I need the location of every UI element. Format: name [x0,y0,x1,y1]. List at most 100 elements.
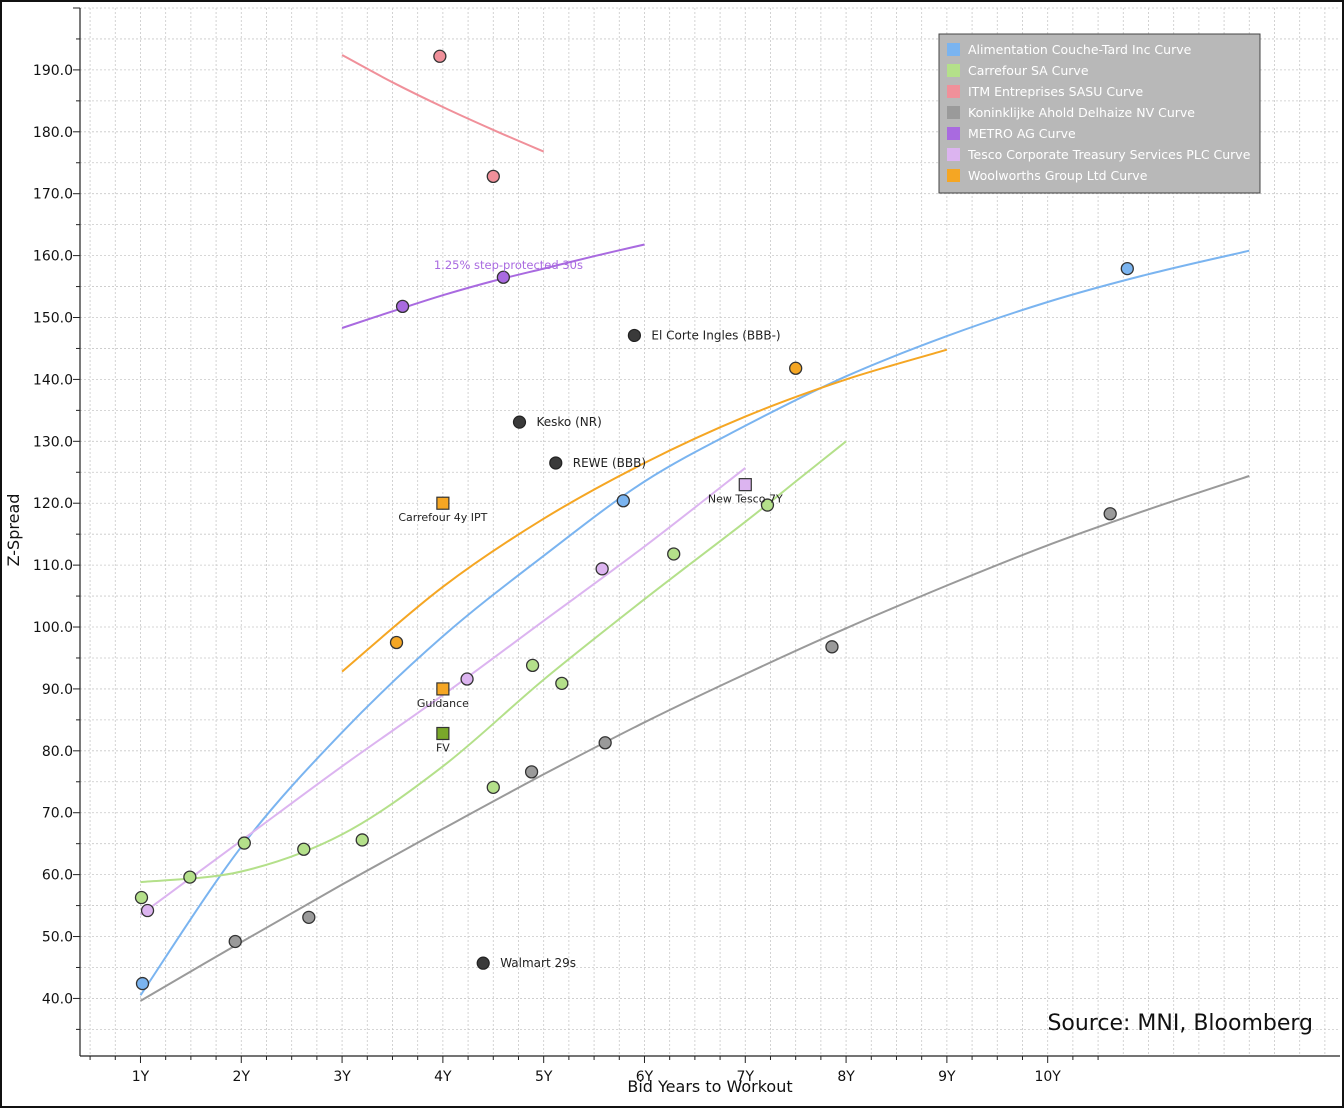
x-tick-label: 4Y [434,1069,452,1085]
series-point-1 [667,547,681,561]
series-point-1 [297,842,311,856]
y-tick-label: 50.0 [42,930,73,946]
x-tick-label: 6Y [636,1069,654,1085]
square-marker-label: Carrefour 4y IPT [398,511,487,524]
x-tick-label: 3Y [333,1069,351,1085]
y-tick-label: 150.0 [33,311,73,327]
data-points [134,49,1134,991]
comparable-label: Kesko (NR) [536,415,601,429]
x-axis-title: Bid Years to Workout [627,1077,792,1096]
y-tick-label: 90.0 [42,682,73,698]
y-tick-label: 80.0 [42,744,73,760]
series-point-6 [389,635,404,650]
series-point-1 [525,658,540,673]
legend-label: Koninklijke Ahold Delhaize NV Curve [968,105,1195,120]
series-point-4 [496,270,511,284]
grid [80,7,1340,1056]
y-tick-label: 60.0 [42,868,73,884]
series-point-1 [134,890,149,905]
comparable-point [476,956,490,970]
legend-label: METRO AG Curve [968,126,1076,141]
series-point-2 [433,49,447,63]
legend-label: ITM Entreprises SASU Curve [968,84,1144,99]
comparable-label: REWE (BBB) [573,456,646,470]
legend-swatch [947,169,960,182]
comparable-point [512,415,527,429]
x-tick-label: 8Y [837,1069,855,1085]
comparable-point [549,456,563,470]
series-point-0 [1120,261,1134,276]
y-tick-label: 40.0 [42,991,73,1007]
legend-label: Alimentation Couche-Tard Inc Curve [968,42,1192,57]
y-tick-label: 190.0 [33,63,73,79]
comparable-label: Walmart 29s [500,956,576,970]
series-point-5 [460,672,474,686]
legend-box [938,33,1261,194]
legend-swatch [947,64,960,77]
series-point-3 [524,765,539,779]
legend-swatch [947,106,960,119]
legend: Alimentation Couche-Tard Inc Curve Carref… [938,33,1261,194]
series-curve-0 [139,249,1250,996]
y-axis-title: Z-Spread [4,494,23,567]
series-point-1 [555,676,569,691]
y-tick-label: 160.0 [33,249,73,265]
series-point-3 [1103,507,1117,521]
square-marker-label: New Tesco 7Y [708,493,783,506]
y-tick-label: 180.0 [33,125,73,141]
legend-swatch [947,43,960,56]
series-point-0 [616,494,630,508]
square-marker [436,682,450,696]
y-tick-label: 140.0 [33,372,73,388]
series-point-1 [237,836,251,850]
square-marker-label: FV [436,741,450,754]
x-tick-label: 5Y [535,1069,553,1085]
x-tick-label: 2Y [233,1069,251,1085]
comparable-label: El Corte Ingles (BBB-) [651,328,780,342]
square-marker-label: Guidance [417,697,469,710]
legend-swatch [947,85,960,98]
series-curve-3 [139,475,1250,1002]
series-point-1 [183,870,197,884]
legend-label: Woolworths Group Ltd Curve [968,168,1148,183]
series-point-3 [598,736,612,750]
y-tick-label: 130.0 [33,434,73,450]
series-curve-6 [341,348,948,673]
legend-label: Tesco Corporate Treasury Services PLC Cu… [967,147,1251,162]
series-point-5 [140,903,155,918]
legend-label: Carrefour SA Curve [968,63,1089,78]
y-tick-label: 100.0 [33,620,73,636]
series-point-3 [302,910,316,924]
square-marker [436,726,450,741]
axes: 40.0 50.0 60.0 70.0 80.0 90.0 100.0 110.0 120.0 1… [33,7,1340,1085]
series-point-5 [595,562,609,576]
series-point-1 [760,498,775,512]
series-point-1 [486,780,500,794]
series-point-0 [135,976,150,991]
y-tick-label: 170.0 [33,187,73,203]
y-tick-label: 70.0 [42,806,73,822]
x-tick-label: 10Y [1034,1069,1061,1085]
comparable-point [627,328,642,343]
y-tick-label: 110.0 [33,558,73,574]
y-tick-label: 120.0 [33,496,73,512]
legend-swatch [947,127,960,140]
series-curve-4 [341,243,645,329]
point-labels: El Corte Ingles (BBB-) Kesko (NR) REWE (BB… [398,258,783,970]
x-tick-label: 7Y [737,1069,755,1085]
series-point-1 [355,833,369,847]
x-tick-label: 1Y [132,1069,150,1085]
series-point-6 [789,361,803,375]
series-point-2 [486,169,500,184]
source-note: Source: MNI, Bloomberg [1047,1011,1313,1036]
series-curve-2 [341,54,545,153]
series-point-3 [825,640,839,654]
x-tick-label: 9Y [938,1069,956,1085]
legend-swatch [947,148,960,161]
series-point-3 [228,934,242,949]
square-marker [436,496,450,510]
square-marker [738,478,752,492]
curve-annotation: 1.25% step-protected 30s [434,258,583,272]
